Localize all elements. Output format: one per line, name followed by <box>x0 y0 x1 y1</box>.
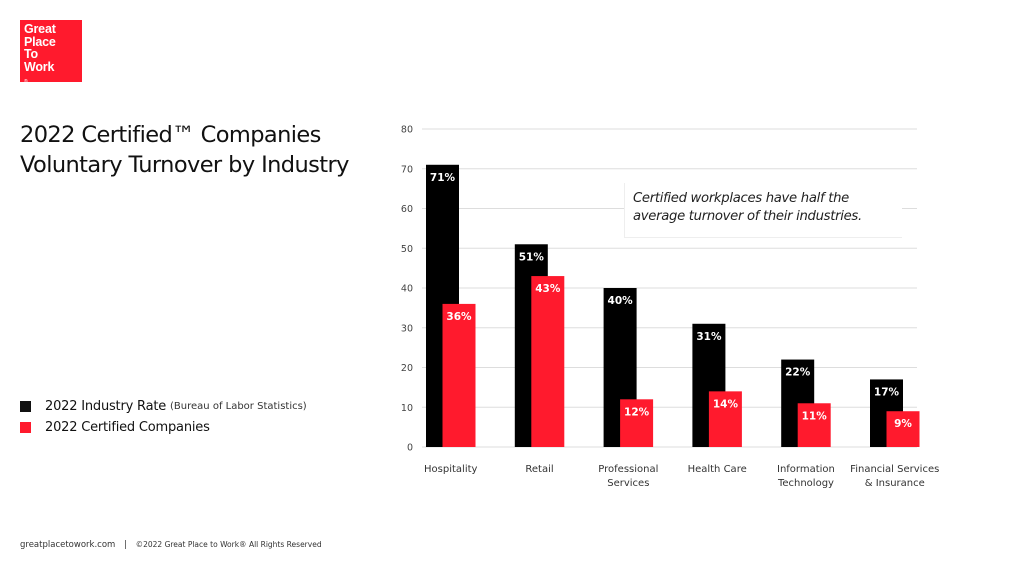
bar-value-label: 11% <box>802 410 828 422</box>
chart-annotation: Certified workplaces have half the avera… <box>624 183 902 238</box>
logo-line-work: Work <box>24 59 55 74</box>
x-tick-label: Information <box>777 464 835 475</box>
bar-value-label: 43% <box>535 283 561 295</box>
bar-certified <box>797 403 831 447</box>
footer-separator: | <box>124 540 127 550</box>
bar-certified <box>708 391 742 447</box>
x-axis-labels: Hospitality Retail Professional Services Hea… <box>424 464 939 489</box>
legend-item-certified: 2022 Certified Companies <box>20 417 307 438</box>
bar-value-label: 22% <box>785 367 811 379</box>
legend-swatch-black <box>20 401 31 412</box>
y-tick-label: 10 <box>401 403 413 414</box>
legend-label: 2022 Certified Companies <box>45 420 210 435</box>
gridlines <box>422 128 917 448</box>
registered-mark: ® <box>24 79 28 85</box>
footer-site-link[interactable]: greatplacetowork.com <box>20 540 116 550</box>
bar-certified <box>531 276 565 447</box>
x-tick-label: Retail <box>525 464 553 475</box>
x-tick-label: Technology <box>777 478 834 489</box>
logo-line: Place <box>24 34 56 49</box>
y-tick-label: 70 <box>401 164 413 175</box>
bar-certified <box>442 303 476 447</box>
bar-value-label: 31% <box>696 331 722 343</box>
chart-legend: 2022 Industry Rate (Bureau of Labor Stat… <box>20 396 307 438</box>
x-tick-label: Health Care <box>688 464 747 475</box>
legend-label: 2022 Industry Rate <box>45 399 167 414</box>
x-tick-label: Services <box>607 478 649 489</box>
x-tick-label: & Insurance <box>865 478 925 489</box>
y-tick-label: 30 <box>401 323 413 334</box>
bar-certified <box>886 411 920 447</box>
y-tick-label: 20 <box>401 363 413 374</box>
y-tick-label: 0 <box>407 443 413 454</box>
logo-line: Work ® <box>24 59 82 89</box>
y-tick-label: 50 <box>401 244 413 255</box>
bars: 71% 36% 51% 43% 40% 12% 31% 14% 22% 11% 17% 9% <box>426 164 920 447</box>
x-tick-label: Financial Services <box>850 464 939 475</box>
bar-value-label: 17% <box>874 386 900 398</box>
legend-swatch-red <box>20 422 31 433</box>
logo-line: To <box>24 47 38 61</box>
bar-value-label: 40% <box>608 295 634 307</box>
bar-certified <box>620 399 654 447</box>
bar-value-label: 71% <box>430 172 456 184</box>
footer: greatplacetowork.com | ©2022 Great Place… <box>20 540 322 550</box>
bar-value-label: 9% <box>894 418 912 430</box>
great-place-to-work-logo: Great Place To Work ® <box>20 20 82 85</box>
page-title: 2022 Certified™ Companies Voluntary Turn… <box>20 122 349 178</box>
y-axis-ticks: 0 10 20 30 40 50 60 70 80 <box>401 125 413 454</box>
bar-value-label: 36% <box>446 311 472 323</box>
bar-value-label: 51% <box>519 251 545 263</box>
y-tick-label: 80 <box>401 125 413 136</box>
legend-note: (Bureau of Labor Statistics) <box>170 401 307 412</box>
y-tick-label: 40 <box>401 284 413 295</box>
footer-copyright: ©2022 Great Place to Work® All Rights Re… <box>135 540 322 549</box>
x-tick-label: Professional <box>598 464 658 475</box>
bar-value-label: 14% <box>713 398 739 410</box>
logo-line: Great <box>24 22 56 36</box>
y-tick-label: 60 <box>401 204 413 215</box>
bar-value-label: 12% <box>624 406 650 418</box>
x-tick-label: Hospitality <box>424 464 478 475</box>
legend-item-industry-rate: 2022 Industry Rate (Bureau of Labor Stat… <box>20 396 307 417</box>
